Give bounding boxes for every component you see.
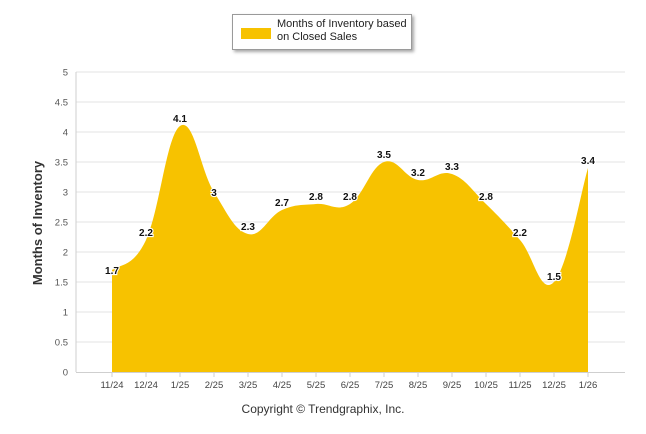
data-label: 2.8 xyxy=(309,192,323,203)
data-label: 2.8 xyxy=(479,192,493,203)
y-tick-label: 4.5 xyxy=(55,98,68,109)
data-label: 2.7 xyxy=(275,198,289,209)
y-tick-labels: 0 0.5 1 1.5 2 2.5 3 3.5 4 4.5 5 xyxy=(55,68,68,379)
data-label: 2.2 xyxy=(139,228,153,239)
y-tick-label: 5 xyxy=(63,68,68,79)
area-series xyxy=(112,124,588,372)
area-fill xyxy=(112,124,588,372)
y-tick-label: 1 xyxy=(63,308,68,319)
axes xyxy=(75,72,625,377)
x-tick-label: 4/25 xyxy=(273,380,292,391)
y-axis-label: Months of Inventory xyxy=(30,160,45,285)
data-label: 1.7 xyxy=(105,266,119,277)
x-tick-label: 6/25 xyxy=(341,380,360,391)
x-tick-labels: 11/24 12/24 1/25 2/25 3/25 4/25 5/25 6/25 7/25 8/… xyxy=(100,380,597,391)
y-tick-label: 2.5 xyxy=(55,218,68,229)
x-tick-label: 12/25 xyxy=(542,380,566,391)
y-tick-label: 1.5 xyxy=(55,278,68,289)
x-tick-label: 8/25 xyxy=(409,380,428,391)
x-tick-label: 11/25 xyxy=(508,380,531,391)
x-tick-label: 9/25 xyxy=(443,380,462,391)
legend: Months of Inventory based on Closed Sale… xyxy=(232,14,412,50)
data-label: 3.4 xyxy=(581,156,595,167)
x-tick-label: 7/25 xyxy=(375,380,394,391)
data-label: 1.5 xyxy=(547,272,561,283)
x-tick-label: 11/24 xyxy=(100,380,123,391)
x-tick-label: 1/25 xyxy=(171,380,190,391)
x-tick-label: 12/24 xyxy=(134,380,158,391)
copyright-text: Copyright © Trendgraphix, Inc. xyxy=(241,402,405,416)
y-tick-label: 2 xyxy=(63,248,68,259)
y-tick-label: 3 xyxy=(63,188,68,199)
y-tick-label: 3.5 xyxy=(55,158,68,169)
x-tick-label: 3/25 xyxy=(239,380,258,391)
data-label: 4.1 xyxy=(173,114,187,125)
data-label: 3.5 xyxy=(377,150,391,161)
y-tick-label: 4 xyxy=(63,128,68,139)
data-label: 3.3 xyxy=(445,162,459,173)
data-label: 3 xyxy=(211,188,217,199)
x-tick-label: 10/25 xyxy=(474,380,498,391)
data-label: 2.2 xyxy=(513,228,527,239)
legend-swatch xyxy=(241,28,271,39)
data-label: 2.8 xyxy=(343,192,357,203)
data-labels: 1.7 2.2 4.1 3 2.3 2.7 2.8 2.8 3.5 3.2 3.3 2.8 2.2 1.5… xyxy=(104,113,597,284)
x-tick-label: 5/25 xyxy=(307,380,326,391)
data-label: 3.2 xyxy=(411,168,425,179)
y-tick-label: 0.5 xyxy=(55,338,68,349)
x-tick-label: 2/25 xyxy=(205,380,224,391)
y-tick-label: 0 xyxy=(63,368,68,379)
data-label: 2.3 xyxy=(241,222,255,233)
x-tick-label: 1/26 xyxy=(579,380,598,391)
legend-entry-label: Months of Inventory based on Closed Sale… xyxy=(277,18,407,43)
